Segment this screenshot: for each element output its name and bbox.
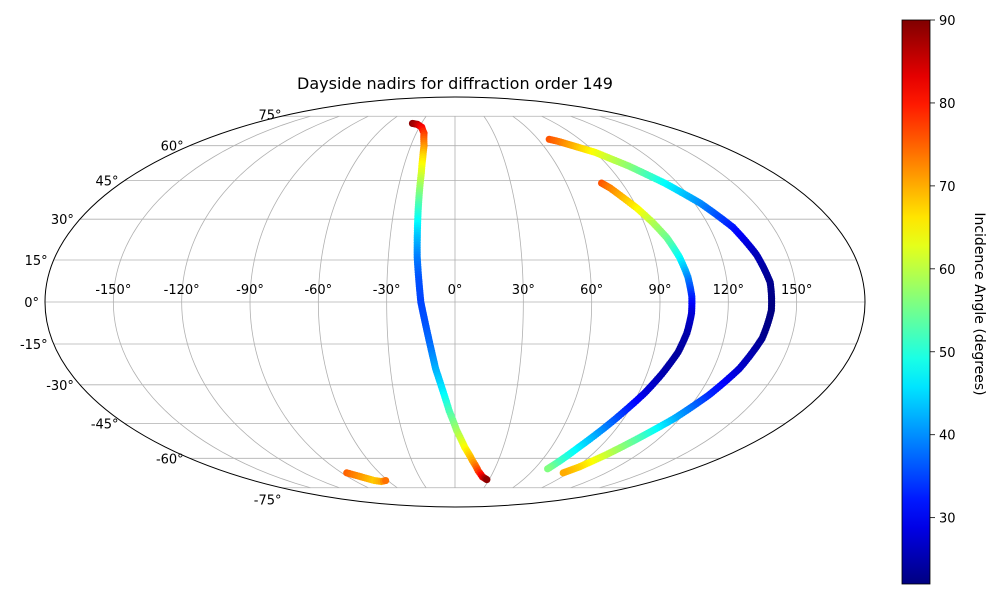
colorbar-tick-label: 70 (939, 180, 956, 195)
longitude-tick-label: 60° (580, 283, 603, 298)
longitude-gridline (541, 115, 661, 489)
graticule (45, 115, 865, 489)
colorbar-tick-label: 40 (939, 429, 956, 444)
colorbar-ticks: 30 40 50 60 70 80 90 (930, 14, 956, 527)
longitude-tick-label: 90° (648, 283, 671, 298)
latitude-tick-label: 30° (51, 213, 74, 228)
longitude-gridline (181, 115, 340, 489)
colorbar-tick-label: 90 (939, 14, 956, 29)
latitude-tick-label: -60° (156, 452, 184, 467)
longitude-gridline (317, 115, 398, 489)
longitude-tick-label: 150° (781, 283, 812, 298)
colorbar: 30 40 50 60 70 80 90 Incidence Angle (degrees) (901, 14, 987, 585)
latitude-tick-label: -75° (254, 494, 282, 509)
longitude-tick-label: -60° (304, 283, 332, 298)
colorbar-tick-label: 80 (939, 97, 956, 112)
series-1 (408, 119, 491, 484)
colorbar-tick-label: 30 (939, 512, 956, 527)
longitude-tick-label: -120° (164, 283, 200, 298)
latitude-tick-label: -45° (91, 417, 119, 432)
longitude-tick-label: 120° (713, 283, 744, 298)
longitude-tick-label: 0° (448, 283, 463, 298)
scatter-points (343, 119, 776, 486)
colorbar-tick-label: 50 (939, 346, 956, 361)
colorbar-gradient (901, 19, 931, 585)
latitude-tick-label: 45° (96, 175, 119, 190)
chart-title: Dayside nadirs for diffraction order 149 (297, 74, 613, 93)
colorbar-label: Incidence Angle (degrees) (971, 212, 987, 395)
latitude-tick-label: 75° (258, 108, 281, 123)
latitude-tick-label: 0° (24, 296, 39, 311)
longitude-gridline (570, 115, 729, 489)
series-4 (343, 469, 390, 486)
longitude-gridline (512, 115, 593, 489)
longitude-gridline (483, 116, 524, 488)
latitude-tick-label: 60° (161, 140, 184, 155)
map-outline (44, 96, 866, 508)
longitude-gridline (249, 115, 369, 489)
longitude-gridline (386, 116, 427, 488)
series-3 (545, 135, 776, 477)
data-point (483, 476, 491, 484)
longitude-gridline (599, 115, 798, 489)
longitude-tick-label: -150° (95, 283, 131, 298)
latitude-tick-label: -15° (20, 338, 48, 353)
longitude-tick-label: -90° (236, 283, 264, 298)
longitude-tick-label: -30° (373, 283, 401, 298)
longitude-tick-label: 30° (512, 283, 535, 298)
longitude-gridline (112, 115, 311, 489)
axis-tick-labels: -150° -120° -90° -60° -30° 0° 30° 60° 90° 120° 150… (20, 108, 812, 508)
data-point (544, 465, 552, 473)
data-point (382, 476, 390, 485)
colorbar-tick-label: 60 (939, 263, 956, 278)
series-2 (544, 179, 696, 473)
data-point (559, 469, 567, 477)
latitude-tick-label: 15° (25, 254, 48, 269)
latitude-tick-label: -30° (46, 379, 74, 394)
